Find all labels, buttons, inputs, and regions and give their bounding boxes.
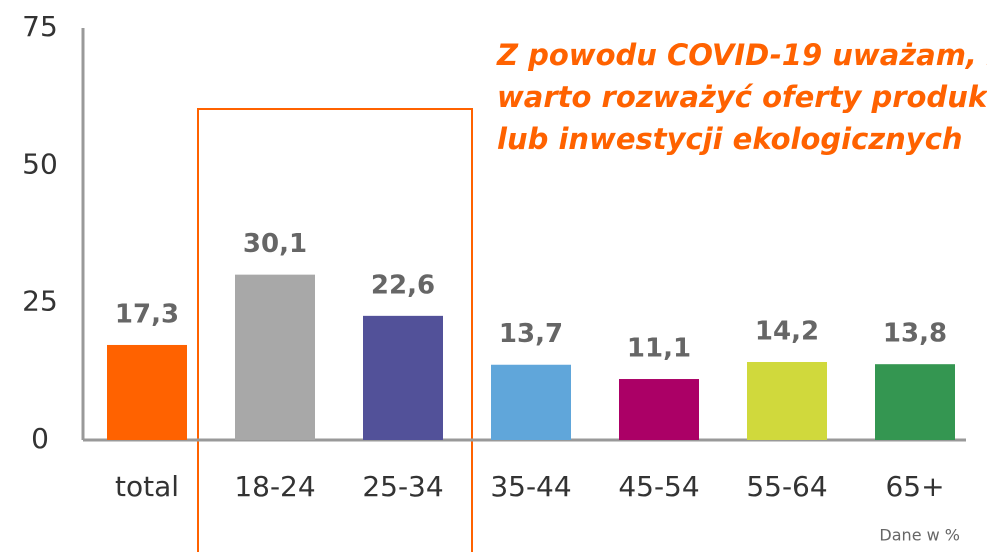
bar — [619, 379, 699, 440]
x-tick-label: 65+ — [885, 470, 944, 503]
x-tick-label: 55-64 — [746, 470, 827, 503]
highlight-box — [197, 108, 473, 552]
value-label: 13,7 — [499, 319, 563, 349]
x-tick-label: 25-34 — [362, 470, 443, 503]
y-tick-label: 50 — [22, 147, 58, 180]
bar — [747, 361, 827, 440]
value-label: 14,2 — [755, 316, 819, 346]
bar — [875, 364, 955, 440]
x-tick-label: total — [115, 470, 179, 503]
y-tick-label: 0 — [31, 422, 49, 455]
y-tick-label: 75 — [22, 10, 58, 43]
value-label: 17,3 — [115, 299, 179, 329]
annotation: Z powodu COVID-19 uważam, że — [496, 38, 987, 72]
value-label: 11,1 — [627, 334, 691, 364]
x-tick-label: 45-54 — [618, 470, 699, 503]
value-label: 30,1 — [243, 229, 307, 259]
bar — [491, 364, 571, 440]
bar — [107, 344, 187, 440]
x-tick-label: 35-44 — [490, 470, 571, 503]
note: Dane w % — [879, 526, 960, 545]
bar — [363, 315, 443, 440]
y-tick-label: 25 — [22, 285, 58, 318]
value-label: 13,8 — [883, 319, 947, 349]
bar — [235, 274, 315, 440]
x-tick-label: 18-24 — [234, 470, 315, 503]
annotation: lub inwestycji ekologicznych — [497, 122, 963, 156]
annotation: warto rozważyć oferty produktów — [497, 80, 987, 114]
value-label: 22,6 — [371, 270, 435, 300]
